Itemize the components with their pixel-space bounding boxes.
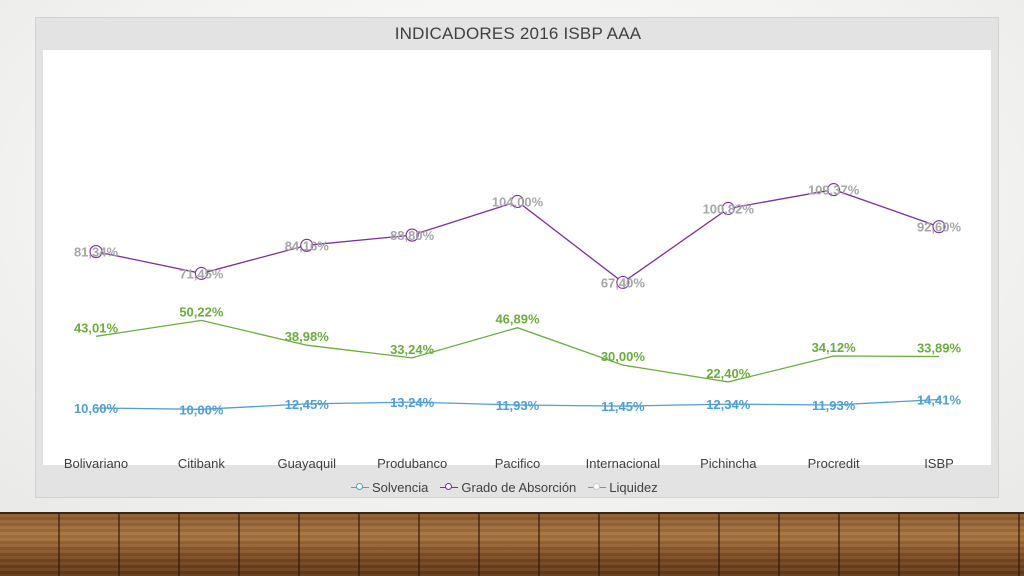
data-label-liquidez: 22,40% <box>706 366 751 381</box>
x-tick-label: Internacional <box>586 456 661 471</box>
data-label-solvencia: 12,45% <box>285 397 330 412</box>
data-label-grado-de-absorcion: 88,80% <box>390 228 435 243</box>
x-tick-label: Pacifico <box>495 456 541 471</box>
series-line-solvencia <box>95 398 940 410</box>
x-tick-label: Citibank <box>178 456 225 471</box>
data-point-grado-de-absorcion <box>721 201 735 216</box>
data-label-liquidez: 43,01% <box>74 320 119 335</box>
data-label-grado-de-absorcion: 109,37% <box>808 183 860 198</box>
chart-legend: Solvencia Grado de Absorción Liquidez <box>351 478 670 496</box>
legend-item-liquidez: Liquidez <box>588 479 658 495</box>
data-point-grado-de-absorcion <box>194 266 208 280</box>
plot-area <box>43 50 991 465</box>
data-label-solvencia: 11,93% <box>496 398 540 413</box>
data-label-solvencia: 10,60% <box>74 401 119 416</box>
data-label-liquidez: 50,22% <box>179 304 224 319</box>
data-point-grado-de-absorcion <box>405 228 419 242</box>
data-label-grado-de-absorcion: 104,00% <box>492 194 544 209</box>
data-label-liquidez: 33,24% <box>390 342 435 357</box>
x-tick-label: Guayaquil <box>277 456 336 471</box>
data-label-solvencia: 13,24% <box>390 395 435 410</box>
data-point-grado-de-absorcion <box>827 183 841 197</box>
data-label-grado-de-absorcion: 92,60% <box>917 220 962 235</box>
legend-label-absorcion: Grado de Absorción <box>461 479 577 495</box>
data-point-grado-de-absorcion <box>300 238 314 252</box>
data-label-solvencia: 11,93% <box>812 398 856 413</box>
x-tick-label: Bolivariano <box>64 456 128 471</box>
legend-item-solvencia: Solvencia <box>351 480 428 495</box>
data-label-liquidez: 33,89% <box>917 340 962 355</box>
data-label-grado-de-absorcion: 71,45% <box>179 266 224 281</box>
data-label-solvencia: 14,41% <box>917 393 962 408</box>
data-label-liquidez: 30,00% <box>601 349 646 364</box>
legend-item-absorcion: Grado de Absorción <box>440 480 576 495</box>
legend-swatch-solvencia <box>351 481 369 493</box>
chart-title: INDICADORES 2016 ISBP AAA <box>394 24 642 43</box>
data-point-grado-de-absorcion <box>932 220 946 234</box>
data-label-solvencia: 11,45% <box>601 399 645 414</box>
x-tick-label: Pichincha <box>700 456 757 471</box>
data-label-liquidez: 46,89% <box>495 312 540 327</box>
data-label-solvencia: 12,34% <box>706 397 751 412</box>
data-point-grado-de-absorcion <box>510 194 525 209</box>
data-label-liquidez: 34,12% <box>812 340 857 355</box>
series-line-liquidez <box>95 319 940 383</box>
x-tick-label: Procredit <box>808 456 860 471</box>
legend-swatch-absorcion <box>440 481 459 493</box>
x-tick-label: ISBP <box>924 456 954 471</box>
chart-frame: INDICADORES 2016 ISBP AAA 10,60% 10,00% 12… <box>35 17 999 498</box>
data-point-grado-de-absorcion <box>616 275 630 289</box>
data-label-solvencia: 10,00% <box>179 402 224 417</box>
data-label-grado-de-absorcion: 84,16% <box>285 238 330 253</box>
wood-floor <box>0 514 1024 576</box>
data-point-grado-de-absorcion <box>89 245 103 259</box>
legend-swatch-liquidez <box>588 481 607 493</box>
data-label-grado-de-absorcion: 67,40% <box>601 275 646 290</box>
legend-label-solvencia: Solvencia <box>372 479 429 495</box>
data-label-grado-de-absorcion: 81,34% <box>74 245 119 260</box>
line-chart: 10,60% 10,00% 12,45% 13,24% 11,93% 11,45% 12,3… <box>64 183 962 471</box>
data-label-liquidez: 38,98% <box>285 329 330 344</box>
data-label-grado-de-absorcion: 100,82% <box>703 201 755 216</box>
x-tick-label: Produbanco <box>377 456 447 471</box>
legend-label-liquidez: Liquidez <box>609 479 658 495</box>
